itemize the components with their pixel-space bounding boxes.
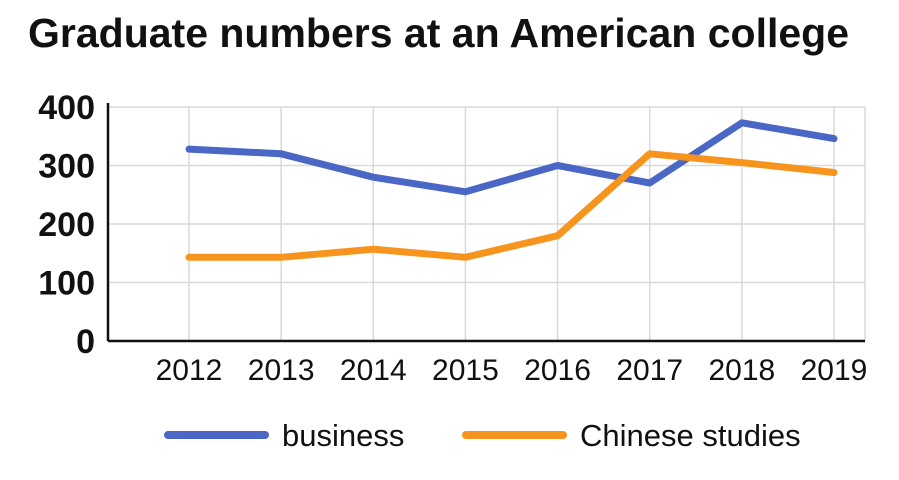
- x-tick-label: 2017: [616, 354, 683, 387]
- series-line-business: [185, 119, 838, 196]
- x-tick-label: 2015: [432, 354, 499, 387]
- legend-label-business: business: [282, 418, 404, 453]
- legend-label-chinese-studies: Chinese studies: [580, 418, 801, 453]
- y-tick-label: 400: [38, 89, 95, 127]
- series-line-chinese-studies: [185, 150, 838, 261]
- y-tick-label: 200: [38, 206, 95, 244]
- x-tick-label: 2012: [156, 354, 223, 387]
- legend: business Chinese studies: [164, 418, 801, 453]
- y-tick-label: 300: [38, 148, 95, 186]
- y-axis-tick-labels: 0 100 200 300 400: [38, 89, 95, 361]
- x-tick-label: 2018: [708, 354, 775, 387]
- y-tick-label: 0: [76, 323, 95, 361]
- x-tick-label: 2016: [524, 354, 591, 387]
- x-tick-label: 2014: [340, 354, 407, 387]
- series-lines: [185, 119, 838, 261]
- y-tick-label: 100: [38, 265, 95, 303]
- x-tick-label: 2019: [801, 354, 868, 387]
- axes: [106, 103, 865, 343]
- chart-title: Graduate numbers at an American college: [28, 10, 850, 56]
- x-axis-tick-labels: 2012 2013 2014 2015 2016 2017 2018 2019: [156, 354, 868, 387]
- grid-lines: [108, 106, 866, 341]
- x-tick-label: 2013: [248, 354, 315, 387]
